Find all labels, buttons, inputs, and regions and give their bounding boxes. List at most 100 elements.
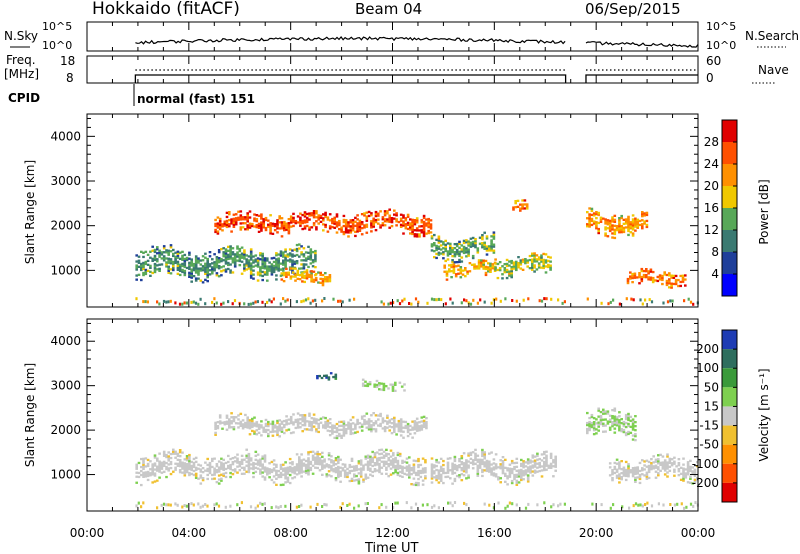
heatmap-cell [481, 462, 484, 466]
heatmap-cell [303, 276, 306, 279]
heatmap-cell [176, 462, 180, 465]
heatmap-cell [409, 232, 412, 235]
heatmap-cell [261, 502, 264, 506]
heatmap-cell [317, 426, 320, 430]
heatmap-cell [183, 261, 187, 265]
heatmap-cell [597, 421, 600, 424]
heatmap-cell [684, 284, 687, 287]
heatmap-cell [255, 423, 259, 426]
heatmap-cell [638, 282, 641, 285]
heatmap-cell [220, 457, 223, 460]
heatmap-cell [647, 276, 650, 279]
heatmap-cell [276, 421, 279, 425]
heatmap-cell [398, 470, 402, 474]
heatmap-cell [629, 221, 633, 224]
heatmap-cell [142, 261, 145, 265]
heatmap-cell [169, 260, 173, 263]
heatmap-cell [331, 426, 334, 429]
heatmap-cell [369, 469, 372, 472]
heatmap-cell [321, 455, 324, 458]
heatmap-cell [302, 267, 306, 270]
heatmap-cell [344, 430, 348, 433]
heatmap-cell [388, 208, 391, 211]
heatmap-cell [331, 432, 334, 435]
heatmap-cell [337, 459, 340, 463]
heatmap-cell [633, 274, 637, 277]
heatmap-cell [508, 260, 511, 263]
heatmap-cell [146, 470, 150, 474]
heatmap-cell [645, 225, 649, 229]
heatmap-cell [269, 230, 272, 233]
heatmap-cell [295, 247, 299, 251]
heatmap-cell [314, 460, 317, 463]
heatmap-cell [429, 223, 433, 226]
heatmap-cell [477, 263, 481, 266]
heatmap-cell [183, 464, 187, 467]
heatmap-cell [467, 242, 470, 245]
heatmap-cell [378, 452, 381, 456]
heatmap-cell [321, 281, 325, 285]
heatmap-cell [415, 429, 419, 432]
heatmap-cell [169, 246, 173, 249]
heatmap-cell [355, 468, 358, 472]
heatmap-cell [303, 414, 307, 417]
heatmap-cell [337, 467, 340, 471]
heatmap-cell [647, 470, 651, 474]
heatmap-cell [301, 221, 304, 225]
heatmap-cell [230, 218, 233, 221]
heatmap-cell [314, 255, 317, 259]
heatmap-cell [201, 259, 205, 262]
heatmap-cell [183, 271, 187, 275]
heatmap-cell [425, 427, 428, 430]
heatmap-cell [670, 276, 673, 279]
heatmap-cell [418, 229, 421, 232]
heatmap-cell [542, 264, 545, 268]
heatmap-cell [254, 450, 258, 453]
heatmap-cell [380, 452, 384, 455]
heatmap-cell [523, 199, 527, 202]
power-panel-frame [86, 113, 699, 308]
heatmap-cell [314, 462, 317, 465]
heatmap-cell [224, 256, 228, 259]
heatmap-cell [310, 429, 314, 432]
heatmap-cell [421, 471, 425, 474]
heatmap-cell [292, 218, 295, 222]
heatmap-cell [424, 461, 427, 464]
heatmap-cell [257, 431, 261, 434]
heatmap-cell [348, 502, 351, 506]
heatmap-cell [303, 422, 307, 425]
heatmap-cell [220, 477, 223, 480]
heatmap-cell [460, 301, 463, 305]
heatmap-cell [437, 237, 441, 240]
heatmap-cell [228, 420, 231, 423]
heatmap-cell [298, 505, 301, 508]
heatmap-cell [347, 221, 350, 224]
heatmap-cell [275, 463, 278, 466]
heatmap-cell [278, 427, 281, 430]
heatmap-cell [627, 469, 630, 472]
heatmap-cell [167, 300, 170, 304]
heatmap-cell [399, 223, 403, 226]
heatmap-cell [374, 210, 378, 214]
heatmap-cell [151, 245, 154, 248]
heatmap-cell [657, 474, 660, 477]
heatmap-cell [312, 270, 316, 273]
heatmap-cell [305, 275, 309, 278]
heatmap-cell [300, 251, 303, 254]
heatmap-cell [230, 220, 233, 223]
heatmap-cell [442, 241, 445, 244]
heatmap-cell [631, 428, 635, 431]
heatmap-cell [263, 460, 267, 463]
heatmap-cell [310, 212, 314, 215]
heatmap-cell [483, 502, 486, 506]
heatmap-cell [462, 249, 466, 253]
heatmap-cell [158, 267, 161, 270]
heatmap-cell [385, 452, 388, 455]
heatmap-cell [615, 227, 619, 230]
heatmap-cell [222, 462, 225, 465]
heatmap-cell [254, 300, 257, 304]
heatmap-cell [316, 375, 319, 378]
heatmap-cell [393, 213, 396, 216]
heatmap-cell [176, 503, 179, 507]
heatmap-cell [326, 423, 330, 426]
